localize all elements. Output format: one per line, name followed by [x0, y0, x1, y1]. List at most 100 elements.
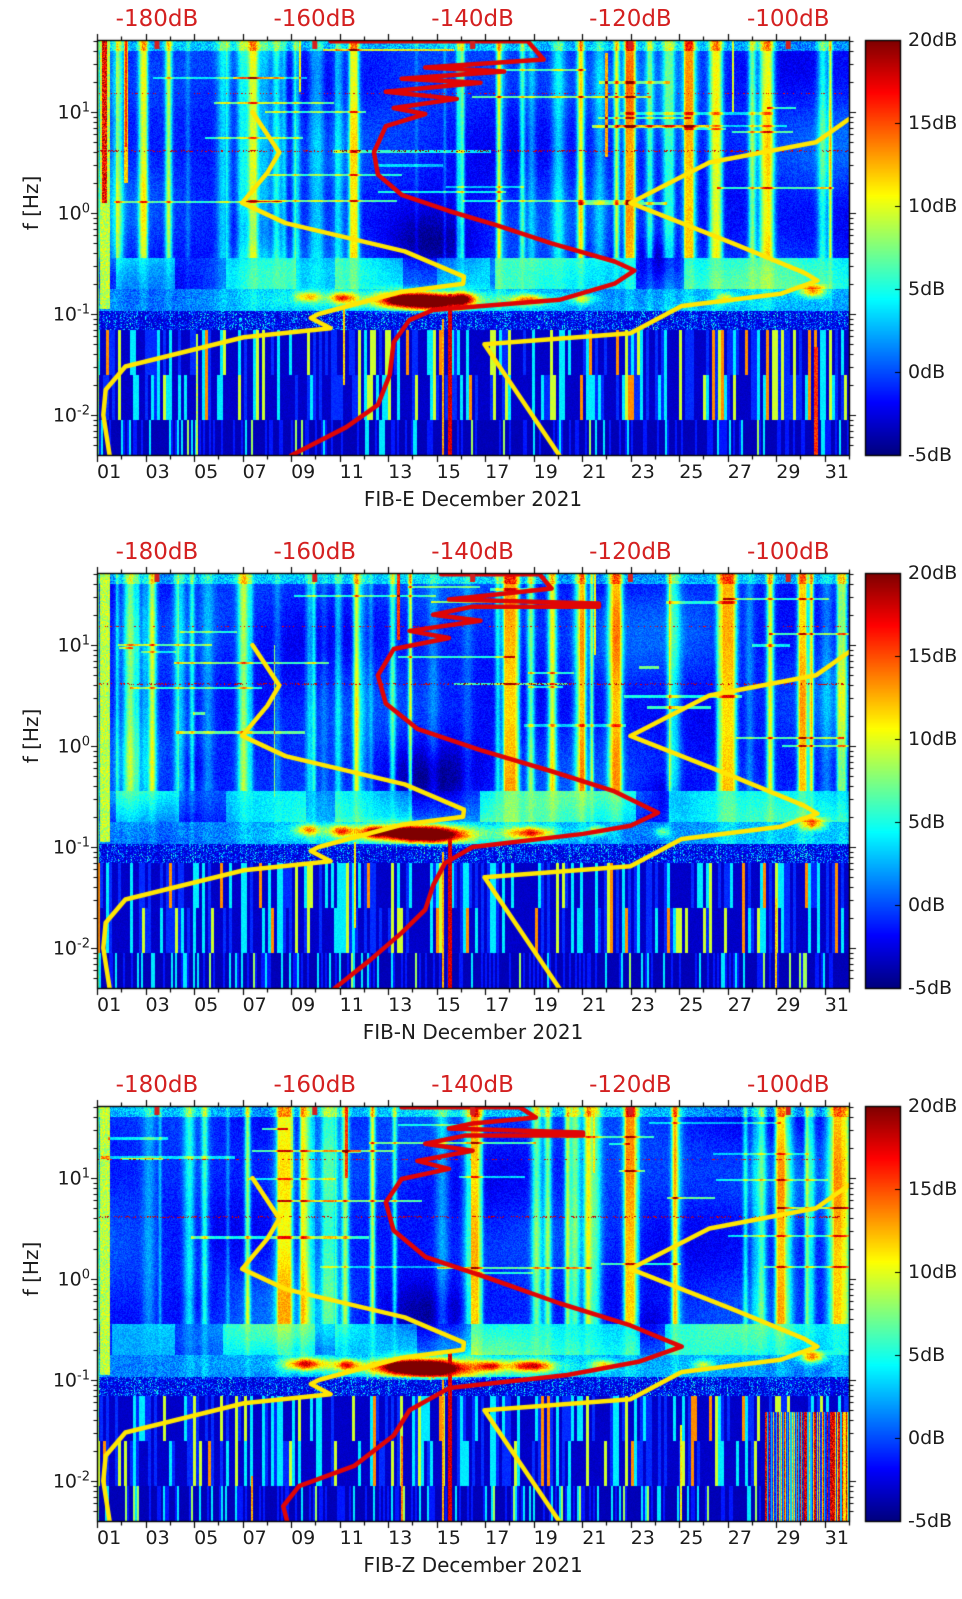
- colorbar-label: 20dB: [908, 29, 958, 51]
- y-tick-base: 10: [57, 1268, 82, 1291]
- y-tick-label: 10-1: [30, 1368, 90, 1391]
- x-tick-label: 03: [145, 461, 170, 483]
- top-axis-label: -180dB: [115, 1072, 199, 1098]
- panel-title: FIB-Z December 2021: [363, 1553, 583, 1577]
- y-tick-exponent: -1: [77, 835, 90, 851]
- x-tick-label: 11: [339, 1527, 364, 1549]
- y-tick-base: 10: [52, 1369, 78, 1392]
- y-tick-label: 10-2: [30, 936, 90, 959]
- colorbar-label: -5dB: [908, 1510, 953, 1532]
- y-axis-title: f [Hz]: [19, 175, 43, 231]
- y-tick-exponent: 0: [81, 1267, 90, 1283]
- y-tick-exponent: 1: [81, 633, 90, 649]
- colorbar-label: 10dB: [908, 1261, 958, 1283]
- y-tick-exponent: -1: [77, 1368, 90, 1384]
- top-axis-label: -100dB: [746, 1072, 830, 1098]
- x-tick-label: 09: [291, 461, 316, 483]
- spectrogram-canvas: [0, 1066, 962, 1599]
- spectrogram-panel-fib-n: -180dB -160dB -140dB -120dB -100dB 01 03 05 07 09…: [0, 533, 962, 1066]
- spectrogram-panel-fib-e: -180dB -160dB -140dB -120dB -100dB 01 03 05 07 09…: [0, 0, 962, 533]
- y-tick-label: 10-2: [30, 403, 90, 426]
- colorbar-label: -5dB: [908, 444, 953, 466]
- y-axis-title: f [Hz]: [19, 1241, 43, 1297]
- x-tick-label: 09: [291, 994, 316, 1016]
- x-tick-label: 11: [339, 994, 364, 1016]
- panel-title: FIB-N December 2021: [362, 1020, 584, 1044]
- x-tick-label: 29: [776, 461, 801, 483]
- x-tick-label: 07: [242, 994, 267, 1016]
- top-axis-label: -120dB: [589, 6, 672, 32]
- x-tick-label: 05: [194, 1527, 219, 1549]
- x-tick-label: 29: [776, 1527, 801, 1549]
- x-tick-label: 27: [727, 461, 752, 483]
- top-axis-label: -140dB: [431, 539, 514, 565]
- colorbar-label: 15dB: [908, 645, 958, 667]
- y-tick-base: 10: [57, 634, 82, 657]
- x-tick-label: 15: [436, 994, 461, 1016]
- y-tick-base: 10: [52, 836, 78, 859]
- y-tick-exponent: 0: [81, 201, 90, 217]
- x-tick-label: 25: [679, 461, 704, 483]
- y-tick-label: 101: [30, 633, 90, 656]
- y-tick-base: 10: [57, 202, 82, 225]
- x-tick-label: 31: [824, 994, 849, 1016]
- x-tick-label: 03: [145, 994, 170, 1016]
- x-tick-label: 23: [630, 461, 655, 483]
- x-tick-label: 07: [242, 1527, 267, 1549]
- x-tick-label: 25: [679, 994, 704, 1016]
- y-tick-label: 10-1: [30, 302, 90, 325]
- x-tick-label: 19: [533, 1527, 558, 1549]
- x-tick-label: 13: [388, 461, 413, 483]
- y-tick-label: 101: [30, 1166, 90, 1189]
- x-tick-label: 05: [194, 461, 219, 483]
- x-tick-label: 11: [339, 461, 364, 483]
- top-axis-label: -100dB: [746, 6, 830, 32]
- y-tick-base: 10: [57, 1167, 82, 1190]
- x-tick-label: 29: [776, 994, 801, 1016]
- colorbar-label: 20dB: [908, 1095, 958, 1117]
- top-axis-label: -160dB: [273, 1072, 357, 1098]
- x-tick-label: 17: [485, 994, 510, 1016]
- x-tick-label: 23: [630, 1527, 655, 1549]
- y-tick-label: 10-2: [30, 1469, 90, 1492]
- top-axis-label: -140dB: [431, 6, 514, 32]
- y-axis-title: f [Hz]: [19, 708, 43, 764]
- colorbar-label: 5dB: [908, 1344, 946, 1366]
- x-tick-label: 09: [291, 1527, 316, 1549]
- top-axis-label: -140dB: [431, 1072, 514, 1098]
- y-tick-base: 10: [57, 101, 82, 124]
- top-axis-label: -180dB: [115, 539, 199, 565]
- x-tick-label: 19: [533, 461, 558, 483]
- x-tick-label: 31: [824, 1527, 849, 1549]
- y-tick-exponent: 0: [81, 734, 90, 750]
- x-tick-label: 13: [388, 994, 413, 1016]
- colorbar-label: 10dB: [908, 728, 958, 750]
- x-tick-label: 13: [388, 1527, 413, 1549]
- x-tick-label: 23: [630, 994, 655, 1016]
- y-tick-base: 10: [52, 937, 78, 960]
- x-tick-label: 19: [533, 994, 558, 1016]
- y-tick-exponent: -2: [77, 403, 90, 419]
- x-tick-label: 01: [97, 1527, 122, 1549]
- colorbar-label: 5dB: [908, 278, 946, 300]
- spectrogram-canvas: [0, 0, 962, 533]
- y-tick-base: 10: [52, 1470, 78, 1493]
- x-tick-label: 15: [436, 1527, 461, 1549]
- x-tick-label: 31: [824, 461, 849, 483]
- y-tick-label: 100: [30, 734, 90, 757]
- y-tick-label: 10-1: [30, 835, 90, 858]
- colorbar-label: 5dB: [908, 811, 946, 833]
- y-tick-exponent: -1: [77, 302, 90, 318]
- colorbar-label: 0dB: [908, 361, 946, 383]
- x-tick-label: 01: [97, 461, 122, 483]
- y-tick-exponent: -2: [77, 1469, 90, 1485]
- top-axis-label: -120dB: [589, 1072, 672, 1098]
- panel-title: FIB-E December 2021: [363, 487, 583, 511]
- y-tick-base: 10: [57, 735, 82, 758]
- x-tick-label: 03: [145, 1527, 170, 1549]
- top-axis-label: -160dB: [273, 539, 357, 565]
- y-tick-exponent: -2: [77, 936, 90, 952]
- y-tick-label: 100: [30, 201, 90, 224]
- x-tick-label: 17: [485, 1527, 510, 1549]
